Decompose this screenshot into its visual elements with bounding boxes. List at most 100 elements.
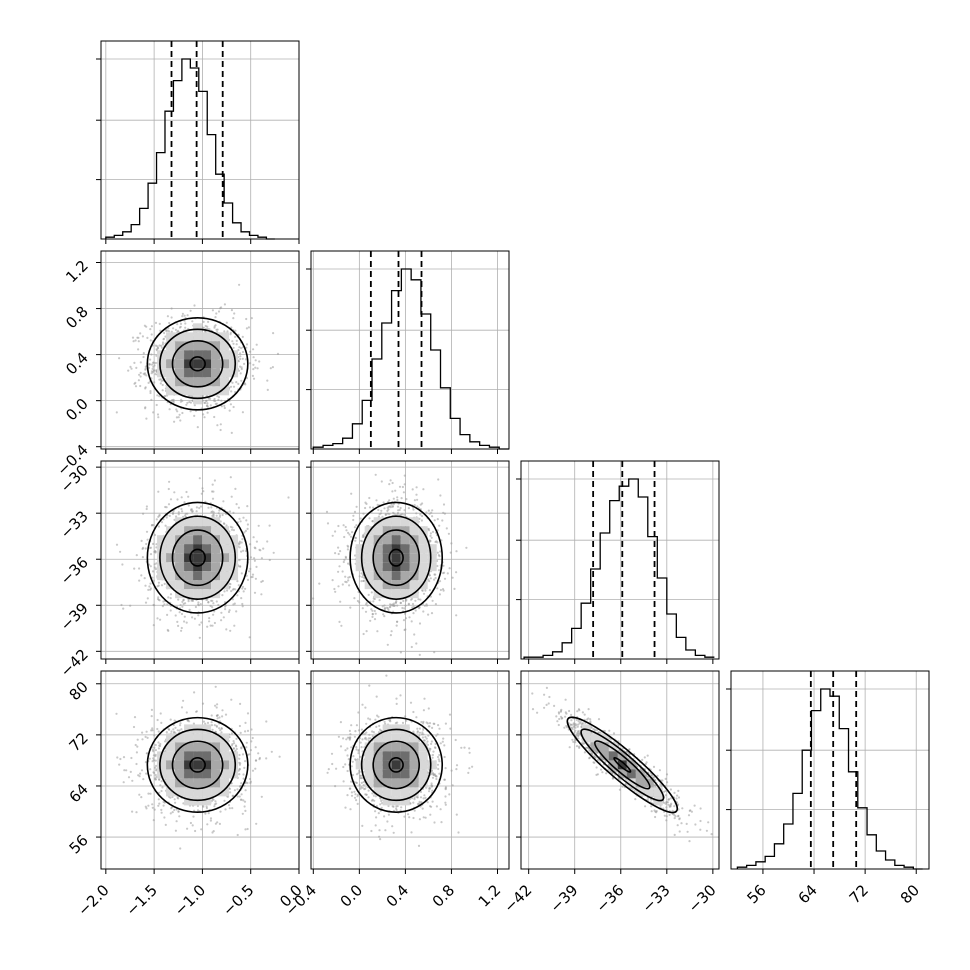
scatter-point xyxy=(197,614,200,617)
scatter-point xyxy=(204,722,207,725)
scatter-point xyxy=(150,398,153,401)
scatter-point xyxy=(388,483,391,486)
scatter-point xyxy=(160,780,163,783)
density-cell xyxy=(175,332,185,342)
scatter-point xyxy=(231,743,234,746)
scatter-point xyxy=(237,382,240,385)
scatter-point xyxy=(164,740,167,743)
scatter-point xyxy=(145,507,148,511)
density-cell xyxy=(202,589,212,599)
scatter-point xyxy=(152,579,155,582)
scatter-point xyxy=(276,352,280,355)
scatter-point xyxy=(188,400,191,404)
scatter-point xyxy=(348,575,351,579)
scatter-point xyxy=(135,554,138,557)
scatter-point xyxy=(344,575,347,578)
contour-0 xyxy=(146,316,249,411)
scatter-point xyxy=(218,514,222,517)
scatter-point xyxy=(218,727,221,730)
density-cell xyxy=(211,341,221,351)
scatter-point xyxy=(241,753,245,756)
scatter-point xyxy=(400,497,403,500)
density-cell xyxy=(184,350,194,360)
scatter-point xyxy=(149,553,153,556)
density-cell xyxy=(220,544,230,554)
scatter-point xyxy=(217,310,221,313)
scatter-point xyxy=(371,520,374,523)
scatter-point xyxy=(383,615,386,618)
scatter-point xyxy=(250,728,253,731)
scatter-point xyxy=(181,312,184,315)
scatter-point xyxy=(161,786,164,789)
density-cell xyxy=(175,544,185,554)
scatter-point xyxy=(353,526,356,529)
density-cell xyxy=(382,526,392,536)
scatter-point xyxy=(416,498,419,501)
scatter-point xyxy=(133,382,136,385)
scatter-point xyxy=(210,721,213,724)
scatter-point xyxy=(361,575,364,579)
density-cell xyxy=(382,562,392,572)
scatter-point xyxy=(382,613,385,616)
scatter-point xyxy=(170,307,173,310)
scatter-point xyxy=(226,589,229,592)
scatter-point xyxy=(212,511,215,514)
scatter-point xyxy=(217,396,221,399)
scatter-point xyxy=(230,431,233,434)
scatter-point xyxy=(235,381,238,384)
scatter-point xyxy=(131,779,134,782)
scatter-point xyxy=(372,506,375,509)
scatter-point xyxy=(168,321,171,325)
scatter-point xyxy=(230,390,233,393)
scatter-point xyxy=(170,730,173,733)
scatter-point xyxy=(404,604,407,607)
histogram-2 xyxy=(523,478,715,659)
scatter-point xyxy=(235,610,238,613)
scatter-point xyxy=(195,506,198,509)
scatter-point xyxy=(439,588,442,592)
scatter-point xyxy=(147,804,150,807)
scatter-point xyxy=(219,810,222,813)
scatter-point xyxy=(350,492,353,495)
density-cell xyxy=(220,562,230,572)
density-cell xyxy=(382,589,392,599)
scatter-point xyxy=(138,373,141,376)
scatter-point xyxy=(404,628,407,631)
scatter-point xyxy=(236,594,239,597)
scatter-point xyxy=(163,582,166,586)
scatter-point xyxy=(213,724,216,727)
scatter-point xyxy=(204,812,207,815)
scatter-point xyxy=(260,593,263,596)
scatter-point xyxy=(200,492,203,495)
scatter-point xyxy=(206,402,209,405)
scatter-point xyxy=(167,487,170,491)
scatter-point xyxy=(161,605,164,608)
scatter-point xyxy=(421,589,424,592)
scatter-point xyxy=(138,579,141,582)
scatter-point xyxy=(201,394,204,397)
scatter-point xyxy=(140,796,143,799)
scatter-point xyxy=(198,623,201,626)
scatter-point xyxy=(122,607,125,610)
density-cell xyxy=(157,571,167,581)
scatter-point xyxy=(352,514,355,517)
scatter-point xyxy=(207,506,210,509)
scatter-point xyxy=(355,505,358,508)
scatter-point xyxy=(150,524,153,527)
scatter-point xyxy=(225,628,228,631)
scatter-point xyxy=(235,343,238,346)
histogram-0 xyxy=(105,58,275,240)
density-cell xyxy=(418,535,428,545)
scatter-point xyxy=(427,527,430,530)
scatter-point xyxy=(176,323,179,326)
density-cell xyxy=(166,359,176,369)
density-cell xyxy=(355,562,365,572)
scatter-point xyxy=(388,499,391,502)
scatter-point xyxy=(223,330,226,333)
scatter-point xyxy=(157,584,160,587)
scatter-point xyxy=(153,369,156,372)
scatter-point xyxy=(455,550,458,553)
scatter-point xyxy=(131,336,135,339)
scatter-point xyxy=(232,385,236,388)
scatter-point xyxy=(134,339,137,342)
